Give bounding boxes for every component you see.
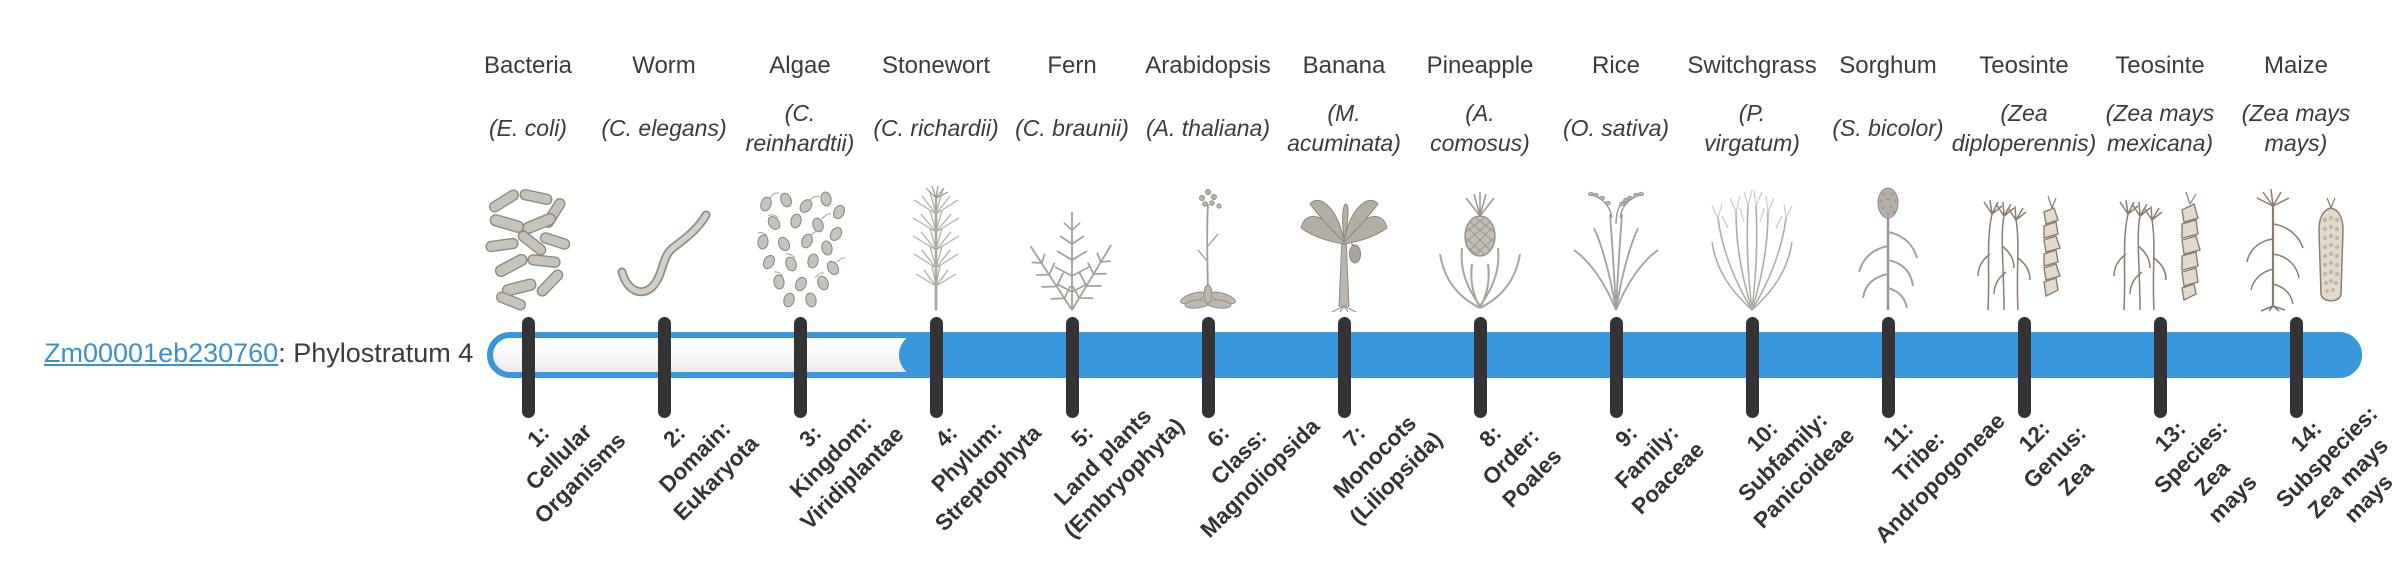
taxon-species-name: (P. virgatum) [1704,99,1800,156]
timeline-filled-bar [899,332,2362,378]
phylostratum-tick [2017,317,2031,418]
pineapple-icon [1405,174,1555,312]
stratum-label: 8: Order: Poales [1474,420,1567,513]
stratum-label: 9: Family: Poaceae [1610,420,1709,519]
phylostratum-tick [1473,317,1487,418]
phylostratum-tick [521,317,535,418]
switchgrass-icon [1677,174,1827,312]
sorghum-icon [1813,174,1963,312]
taxon-common-name: Switchgrass [1687,52,1817,79]
stratum-label: 10: Subfamily: Panicoideae [1733,407,1859,533]
taxon-species-name: (E. coli) [489,114,567,141]
rice-icon [1541,174,1691,312]
phylostratum-text: : Phylostratum 4 [278,338,474,368]
taxon-common-name: Rice [1591,52,1640,79]
fern-icon [997,174,1147,312]
taxon-species-name: (C. richardii) [873,114,999,141]
stratum-label: 7: Monocots (Liliopsida) [1328,410,1447,529]
taxon-common-name: Stonewort [881,52,991,79]
stratum-label: 14: Subspecies: Zea mays mays [2271,401,2398,528]
taxon-species-name: (C. elegans) [601,114,727,141]
taxon-species-name: (Zea mays mexicana) [2105,99,2215,156]
taxon-species-name: (C. braunii) [1015,114,1129,141]
stratum-label: 11: Tribe: Andropogoneae [1869,407,2010,548]
arabidopsis-icon [1133,174,1283,312]
taxon-species-name: (Zea mays mays) [2241,99,2351,156]
stonewort-icon [861,174,1011,312]
taxon-species-name: (A. comosus) [1430,99,1530,156]
taxon-species-name: (C. reinhardtii) [745,99,855,156]
taxon-common-name: Banana [1302,52,1386,79]
worm-icon [589,174,739,312]
taxon-common-name: Maize [2263,52,2329,79]
taxon-common-name: Sorghum [1839,52,1937,79]
phylostratum-tick [1881,317,1895,418]
banana-icon [1269,174,1419,312]
phylostratum-tick [657,317,671,418]
taxon-common-name: Worm [632,52,696,79]
stratum-label: 5: Land plants (Embryophyta) [1049,403,1189,543]
gene-label: Zm00001eb230760: Phylostratum 4 [44,338,473,369]
taxon-common-name: Bacteria [483,52,573,79]
taxon-species-name: (A. thaliana) [1145,114,1270,141]
gene-id-link[interactable]: Zm00001eb230760 [44,338,279,368]
taxon-common-name: Fern [1047,52,1097,79]
stratum-label: 12: Genus: Zea [2013,415,2099,501]
stratum-label: 6: Class: Magnoliopsida [1195,413,1325,543]
phylostratum-tick [1337,317,1351,418]
stratum-label: 1: Cellular Organisms [520,418,631,529]
phylostratum-tick [1609,317,1623,418]
taxon-common-name: Teosinte [1979,52,2069,79]
phylostratum-tick [793,317,807,418]
maize-icon [2221,174,2371,312]
taxon-common-name: Algae [769,52,831,79]
taxon-species-name: (M. acuminata) [1287,99,1401,156]
taxon-common-name: Arabidopsis [1145,52,1271,79]
teosinte-icon [2085,174,2235,312]
phylostratum-tick [1745,317,1759,418]
algae-icon [725,174,875,312]
phylostratum-tick [2153,317,2167,418]
stratum-label: 3: Kingdom: Viridiplantae [784,410,909,535]
taxon-common-name: Teosinte [2115,52,2205,79]
teosinte-icon [1949,174,2099,312]
taxon-common-name: Pineapple [1426,52,1534,79]
phylostratum-tick [1065,317,1079,418]
taxon-species-name: (S. bicolor) [1832,114,1944,141]
taxon-species-name: (Zea diploperennis) [1951,99,2097,156]
taxon-species-name: (O. sativa) [1562,114,1670,141]
bacteria-icon [453,174,603,312]
phylostratum-tick [929,317,943,418]
phylostratum-tick [2289,317,2303,418]
phylostratum-tick [1201,317,1215,418]
stratum-label: 2: Domain: Eukaryota [654,416,763,525]
stratum-label: 4: Phylum: Streptophyta [926,416,1046,536]
